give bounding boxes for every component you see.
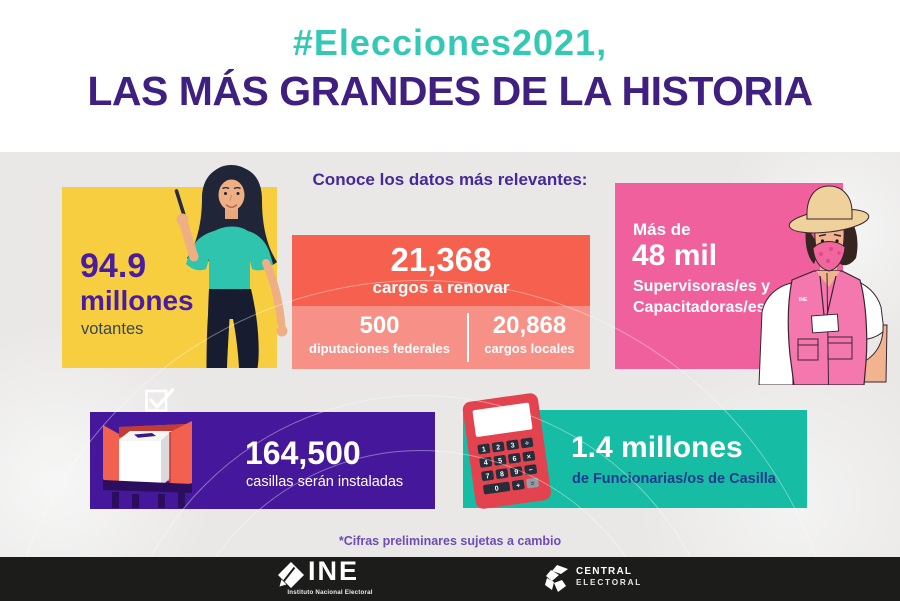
central-electoral-line2: ELECTORAL	[576, 577, 643, 587]
calc-key: 1	[482, 446, 487, 453]
footer-bar: INE Instituto Nacional Electoral CENTRAL…	[0, 557, 900, 601]
cargos-total-number: 21,368	[390, 241, 492, 278]
breakdown-federal-label: diputaciones federales	[309, 341, 450, 356]
breakdown-local: 20,868 cargos locales	[469, 306, 590, 369]
calc-key: 0	[494, 485, 499, 492]
pencil-icon	[174, 189, 186, 217]
central-electoral-icon	[545, 565, 568, 592]
hat-crown	[806, 185, 853, 220]
cargos-card: 21,368 cargos a renovar 500 diputaciones…	[292, 235, 590, 369]
cargos-total-label: cargos a renovar	[372, 278, 510, 297]
footnote-text: *Cifras preliminares sujetas a cambio	[338, 534, 562, 548]
main-title: LAS MÁS GRANDES DE LA HISTORIA	[87, 68, 813, 114]
breakdown-federal-number: 500	[359, 312, 400, 339]
calculator-keypad: 1 2 3 ÷ 4 5 6 × 7 8 9 − 0 + =	[477, 437, 539, 495]
cargos-breakdown-section: 500 diputaciones federales 20,868 cargos…	[292, 306, 590, 369]
votantes-unit: millones	[80, 285, 194, 316]
ine-diamond-icon	[278, 562, 304, 588]
supervisores-prefix: Más de	[633, 220, 691, 239]
supervisores-desc-line1: Supervisoras/es y	[633, 278, 770, 295]
central-electoral-line1: CENTRAL	[576, 566, 633, 577]
calc-key: 6	[512, 456, 517, 463]
capacitadora-illustration: INE	[758, 185, 888, 385]
calculator-screen	[472, 402, 533, 437]
face-mask	[812, 240, 846, 272]
badge	[810, 313, 840, 334]
breakdown-divider	[467, 313, 469, 362]
calc-key: 9	[514, 469, 519, 476]
vest-ine-logo-text: INE	[799, 297, 808, 303]
woman-illustration	[174, 165, 288, 368]
supervisores-desc-line2: Capacitadoras/es	[633, 299, 766, 316]
calculator-icon: 1 2 3 ÷ 4 5 6 × 7 8 9 − 0 + =	[462, 393, 551, 509]
calc-key: 8	[500, 471, 505, 478]
casillas-number: 164,500	[245, 435, 361, 471]
checkbox-icon	[145, 388, 175, 412]
ine-logo: INE Instituto Nacional Electoral	[278, 556, 382, 597]
ine-full-name: Instituto Nacional Electoral	[287, 589, 373, 596]
cargos-total-section: 21,368 cargos a renovar	[292, 235, 590, 306]
calc-key: ÷	[525, 440, 530, 447]
stats-panel: Conoce los datos más relevantes: 94.9 mi…	[0, 152, 900, 557]
votantes-number: 94.9	[80, 247, 147, 285]
calc-key: ×	[526, 454, 531, 462]
breakdown-local-number: 20,868	[492, 312, 567, 339]
calc-key: 5	[498, 458, 503, 465]
calc-key: −	[528, 467, 533, 475]
calc-key: =	[530, 480, 535, 488]
ballot-box-icon	[103, 421, 192, 508]
calc-key: +	[516, 482, 521, 490]
supervisores-number: 48 mil	[632, 239, 718, 272]
funcionarios-number: 1.4 millones	[571, 431, 743, 464]
hashtag-title: #Elecciones2021,	[292, 22, 608, 63]
votantes-label: votantes	[81, 320, 144, 338]
casillas-label: casillas serán instaladas	[246, 474, 404, 490]
calc-key: 7	[485, 473, 490, 480]
calc-key: 2	[496, 444, 501, 451]
breakdown-federal: 500 diputaciones federales	[292, 306, 467, 369]
funcionarios-label: de Funcionarias/os de Casilla	[572, 471, 776, 487]
calc-key: 3	[510, 442, 515, 449]
intro-text: Conoce los datos más relevantes:	[312, 170, 588, 189]
breakdown-local-label: cargos locales	[484, 341, 575, 356]
ine-acronym: INE	[308, 556, 360, 586]
calc-key: 4	[483, 460, 488, 467]
